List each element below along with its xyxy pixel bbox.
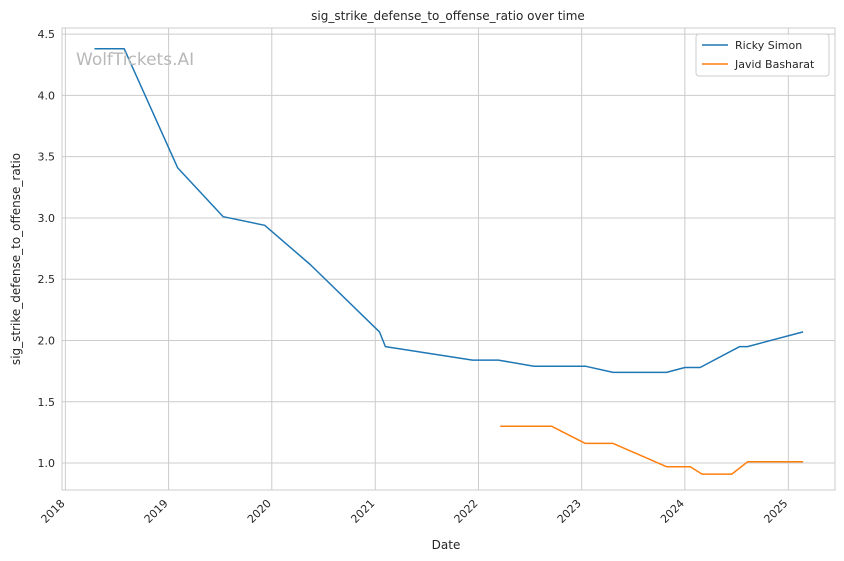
y-tick-label: 2.0: [38, 334, 56, 347]
grid: [62, 28, 835, 490]
legend-box: [695, 33, 830, 77]
x-tick-label: 2022: [452, 497, 481, 526]
series-line-ricky-simon: [94, 48, 804, 374]
x-tick-label: 2021: [348, 497, 377, 526]
x-tick-label: 2023: [555, 497, 584, 526]
legend-label-ricky-simon: Ricky Simon: [735, 39, 802, 52]
y-tick-label: 3.0: [38, 212, 56, 225]
x-axis-label: Date: [432, 538, 461, 552]
x-tick-label: 2020: [245, 497, 274, 526]
y-axis-ticks: 1.0 1.5 2.0 2.5 3.0 3.5 4.0 4.5: [38, 28, 56, 470]
y-tick-label: 1.0: [38, 457, 56, 470]
series-line-javid-basharat: [500, 425, 804, 475]
y-axis-label: sig_strike_defense_to_offense_ratio: [9, 153, 23, 365]
x-axis-ticks: 2018 2019 2020 2021 2022 2023 2024 2025: [39, 497, 791, 526]
y-tick-label: 3.5: [38, 151, 56, 164]
x-tick-label: 2019: [142, 497, 171, 526]
x-tick-label: 2024: [658, 497, 687, 526]
x-tick-label: 2018: [39, 497, 68, 526]
chart-title: sig_strike_defense_to_offense_ratio over…: [311, 9, 585, 23]
legend: Ricky Simon Javid Basharat: [695, 33, 830, 77]
y-tick-label: 4.0: [38, 89, 56, 102]
plot-frame: [61, 27, 836, 491]
y-tick-label: 2.5: [38, 273, 56, 286]
plot-area: [62, 28, 835, 490]
x-tick-label: 2025: [761, 497, 790, 526]
watermark: WolfTickets.AI: [76, 50, 194, 70]
series-layer: [94, 48, 804, 475]
y-tick-label: 1.5: [38, 396, 56, 409]
legend-label-javid-basharat: Javid Basharat: [734, 58, 815, 71]
y-tick-label: 4.5: [38, 28, 56, 41]
